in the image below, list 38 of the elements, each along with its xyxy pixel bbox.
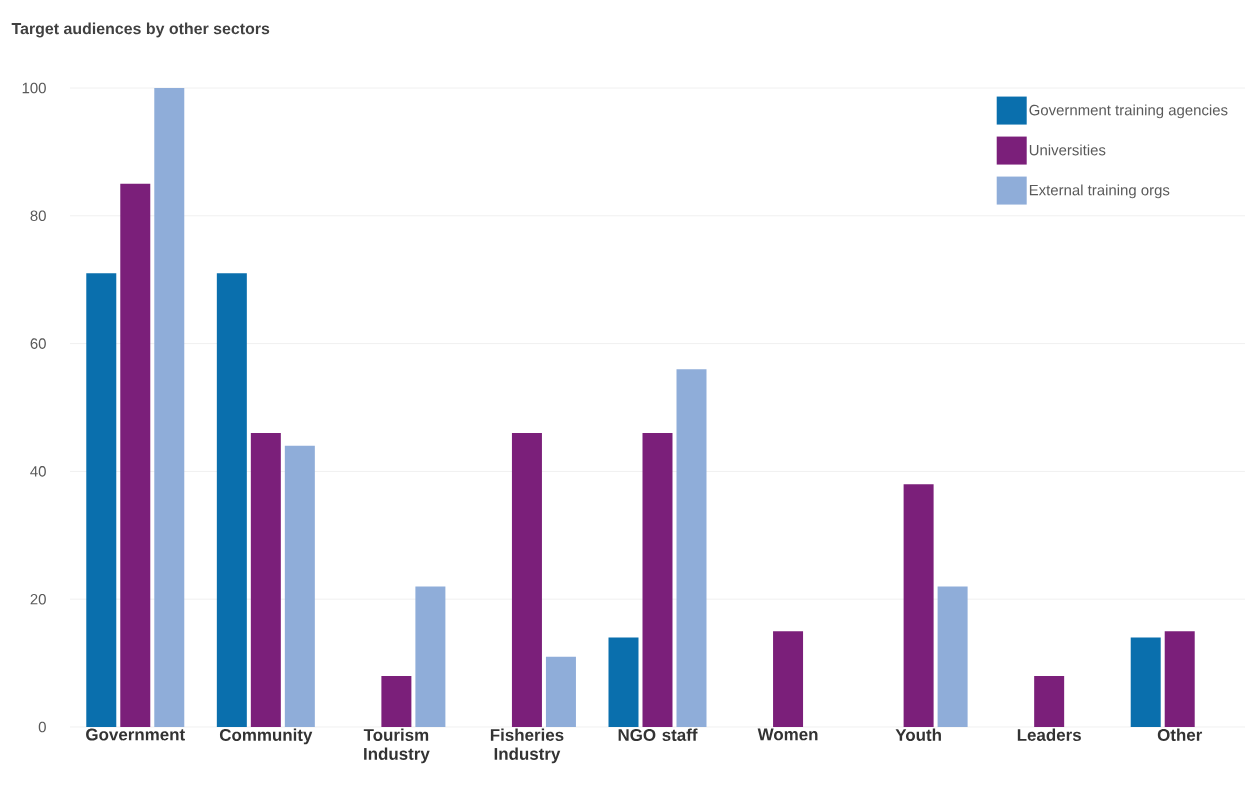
legend-label: Government training agencies bbox=[1029, 104, 1228, 119]
bar bbox=[1130, 637, 1161, 727]
y-tick-label: 20 bbox=[30, 593, 46, 605]
bar bbox=[642, 433, 673, 727]
y-tick-label: 60 bbox=[30, 338, 46, 349]
y-tick-label: 40 bbox=[30, 466, 46, 477]
x-tick-label: Community bbox=[219, 728, 313, 745]
legend-label: External training orgs bbox=[1029, 184, 1170, 199]
legend-label: Universities bbox=[1029, 144, 1106, 156]
bar bbox=[903, 484, 934, 727]
bar bbox=[511, 433, 542, 727]
chart-title: Target audiences by other sectors bbox=[11, 22, 270, 38]
y-tick-label: 100 bbox=[22, 82, 46, 94]
bar bbox=[937, 586, 968, 727]
bar bbox=[250, 433, 281, 727]
x-tick-label: Leaders bbox=[1017, 728, 1081, 741]
bar bbox=[86, 273, 117, 727]
bar bbox=[773, 631, 804, 727]
bar bbox=[154, 87, 185, 727]
bar bbox=[415, 586, 446, 727]
bar bbox=[545, 656, 576, 727]
x-tick-label: Other bbox=[1157, 728, 1203, 741]
x-tick-label: Women bbox=[757, 728, 818, 741]
bar bbox=[608, 637, 639, 727]
x-tick-label: Tourism Industry bbox=[363, 728, 430, 764]
x-tick-label: NGO staff bbox=[618, 728, 698, 741]
x-tick-label: Government bbox=[86, 728, 185, 741]
bar bbox=[1164, 631, 1195, 727]
bar bbox=[676, 369, 707, 727]
bar bbox=[284, 445, 315, 727]
bar bbox=[120, 183, 151, 727]
bar bbox=[216, 273, 247, 727]
x-tick-label: Fisheries Industry bbox=[490, 728, 564, 764]
bar bbox=[381, 675, 412, 727]
y-tick-label: 80 bbox=[30, 210, 46, 222]
bar bbox=[1034, 675, 1065, 727]
y-tick-label: 0 bbox=[38, 721, 46, 733]
x-tick-label: Youth bbox=[895, 728, 941, 741]
